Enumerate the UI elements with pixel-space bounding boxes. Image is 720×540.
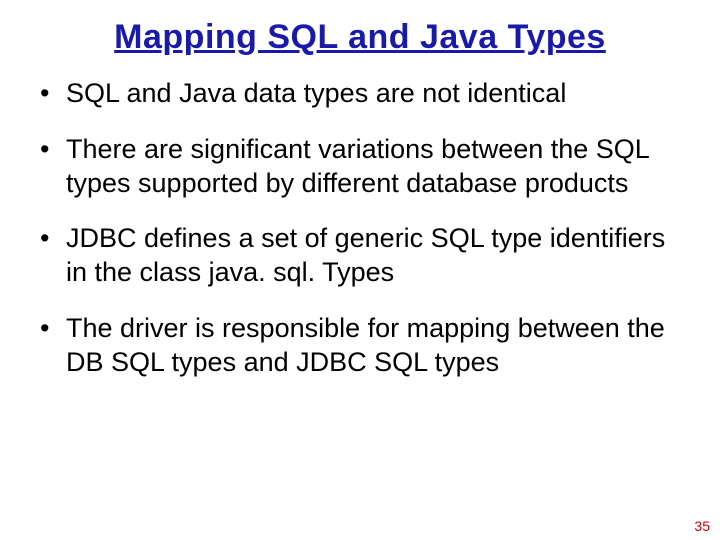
bullet-list: SQL and Java data types are not identica… <box>38 77 682 379</box>
slide-title: Mapping SQL and Java Types <box>38 18 682 57</box>
bullet-item: There are significant variations between… <box>38 133 682 201</box>
bullet-item: JDBC defines a set of generic SQL type i… <box>38 222 682 290</box>
slide-container: Mapping SQL and Java Types SQL and Java … <box>0 0 720 540</box>
bullet-item: The driver is responsible for mapping be… <box>38 312 682 380</box>
bullet-item: SQL and Java data types are not identica… <box>38 77 682 111</box>
page-number: 35 <box>694 518 710 534</box>
